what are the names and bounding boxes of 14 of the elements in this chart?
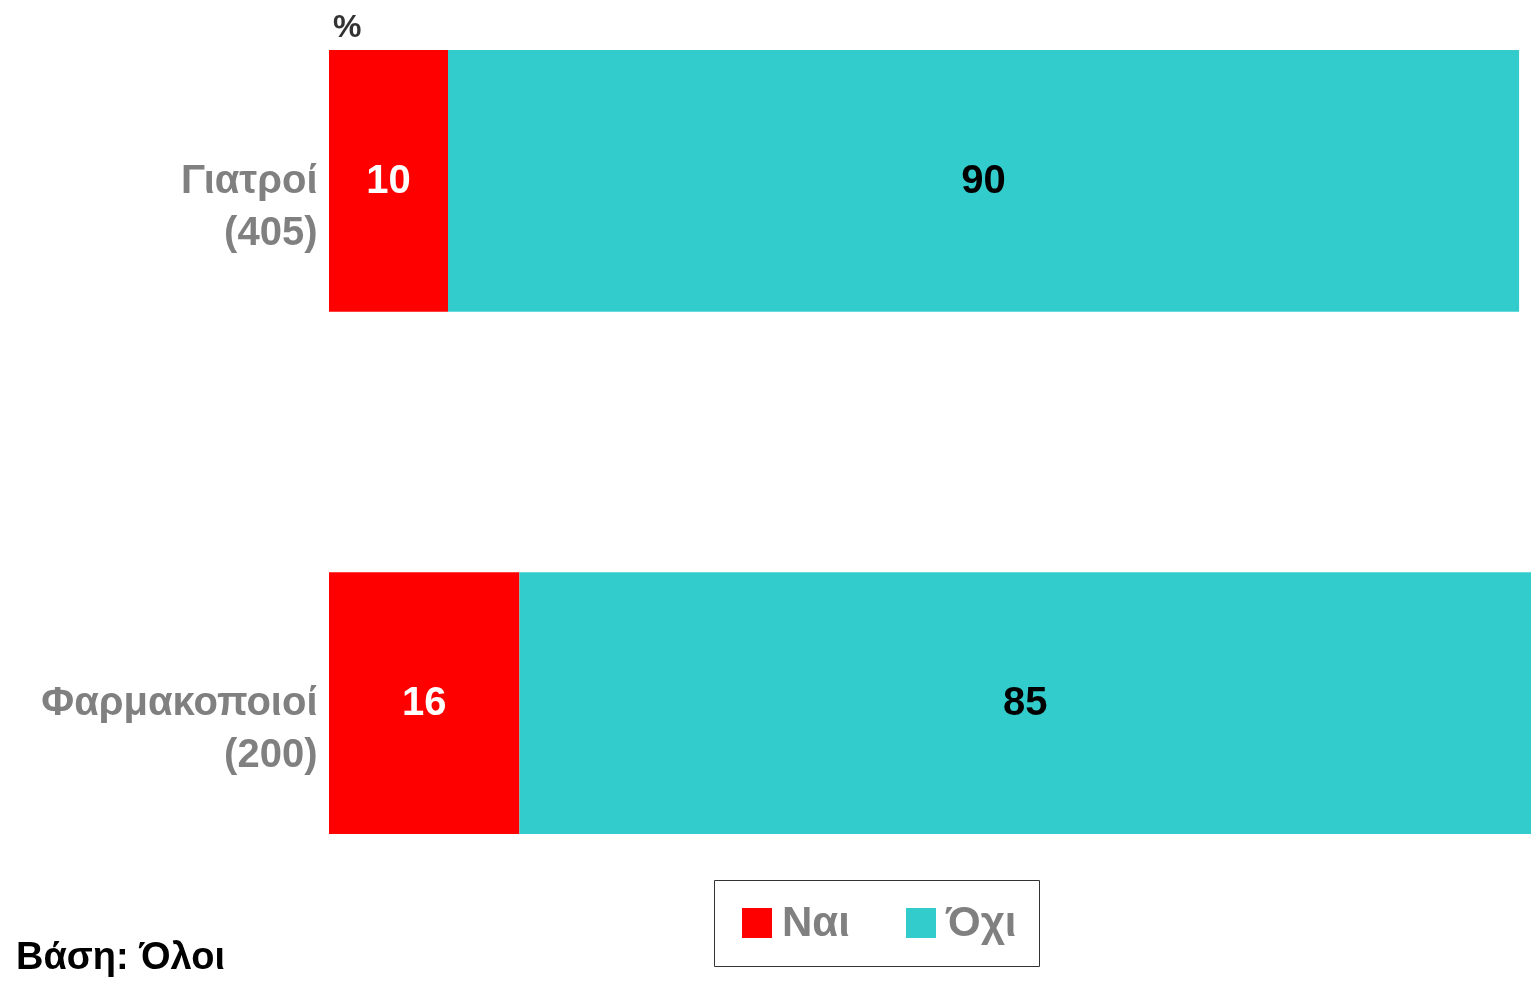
bar [329,50,449,312]
data-label: 10 [366,156,411,201]
y-tick-label: Γιατροί (405) [180,156,318,253]
y-tick-label: Φαρμακοποιοί (200) [41,679,318,776]
bar [519,572,1531,834]
legend-label: Ναι [782,898,850,945]
bar [448,50,1520,312]
data-label: 90 [961,156,1006,201]
data-label: 16 [401,679,447,724]
annotation: % [333,8,362,45]
text: Βάση: Όλοι [16,935,225,978]
legend-label: Όχι [945,898,1017,945]
bar [329,572,520,834]
data-label: 85 [1002,679,1048,724]
